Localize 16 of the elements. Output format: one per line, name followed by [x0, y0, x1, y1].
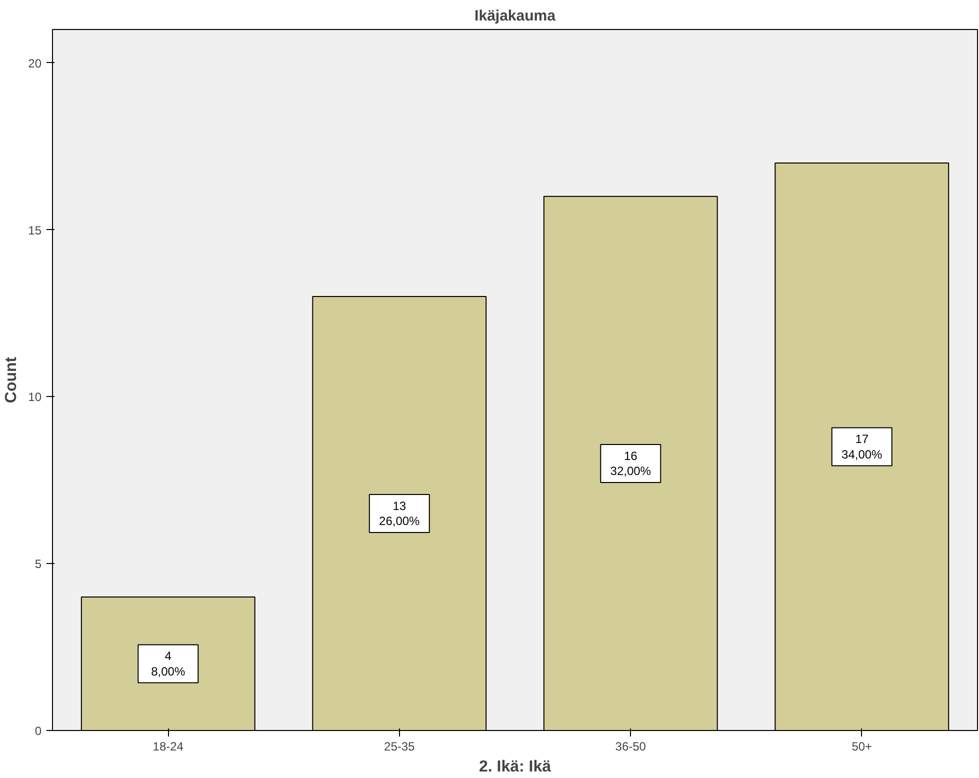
data-label: 16 32,00% — [610, 448, 652, 478]
y-tick-label: 10 — [28, 390, 42, 404]
y-tick-label: 20 — [28, 56, 42, 70]
x-tick-label: 50+ — [852, 740, 872, 754]
x-tick-label: 18-24 — [152, 740, 184, 754]
y-axis-title: Count — [3, 356, 20, 404]
data-label: 17 34,00% — [842, 432, 883, 462]
chart-title: Ikäjakauma — [474, 8, 556, 24]
x-tick-label: 25-35 — [384, 740, 416, 754]
y-tick-label: 15 — [28, 223, 42, 238]
data-label: 13 26,00% — [379, 498, 420, 528]
data-label: 4 8,00% — [151, 649, 186, 678]
x-axis-title: 2. Ikä: Ikä — [478, 758, 552, 776]
x-tick-label: 36-50 — [615, 740, 646, 754]
y-tick-label: 5 — [34, 557, 42, 572]
y-tick-label: 0 — [34, 724, 42, 738]
